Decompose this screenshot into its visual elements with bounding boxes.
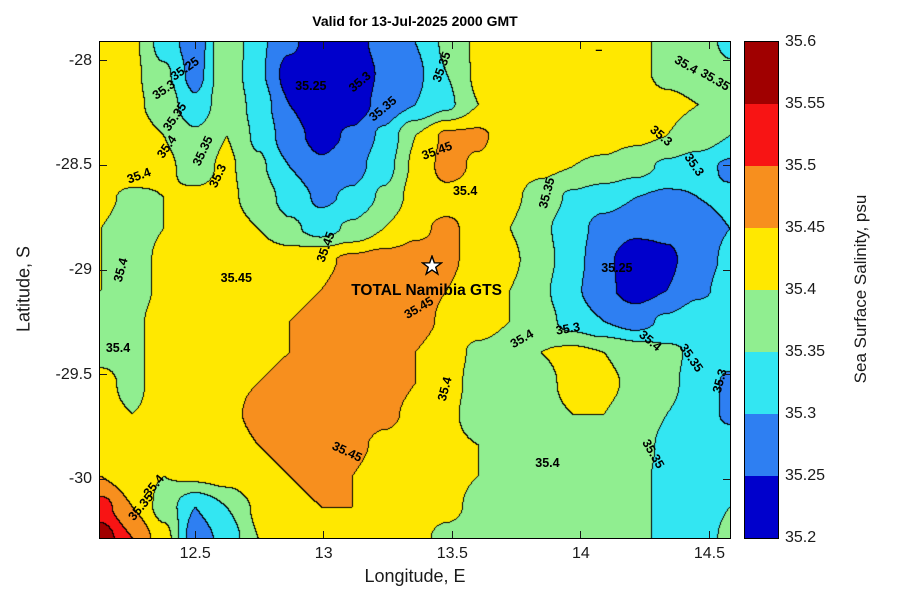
y-axis-label: Latitude, S [13, 245, 34, 333]
x-tick-label: 14.5 [693, 545, 725, 562]
colorbar-band [745, 290, 778, 352]
y-tick-mark [100, 164, 107, 166]
colorbar [744, 41, 779, 539]
y-tick-mark [100, 60, 107, 62]
contour-label: – [595, 43, 603, 58]
x-tick-mark [580, 42, 582, 49]
colorbar-band [745, 228, 778, 290]
colorbar-band [745, 414, 778, 476]
colorbar-tick-label: 35.3 [785, 405, 817, 422]
y-tick-mark [723, 374, 730, 376]
x-tick-mark [451, 42, 453, 49]
colorbar-tick-label: 35.4 [785, 281, 817, 298]
y-tick-mark [723, 478, 730, 480]
contour-canvas [100, 42, 730, 538]
x-tick-label: 14 [571, 545, 590, 562]
colorbar-band [745, 42, 778, 104]
x-tick-mark [451, 531, 453, 538]
x-tick-mark [323, 42, 325, 49]
contour-label: 35.45 [220, 271, 252, 286]
colorbar-tick-label: 35.35 [785, 343, 826, 360]
contour-label: 35.25 [295, 78, 327, 93]
y-tick-label: -28 [68, 51, 92, 69]
contour-label: 35.4 [452, 183, 478, 198]
colorbar-tick-label: 35.25 [785, 467, 826, 484]
x-tick-label: 13 [314, 545, 333, 562]
x-axis-label: Longitude, E [364, 566, 466, 586]
station-star-icon [420, 254, 443, 276]
y-tick-mark [723, 60, 730, 62]
colorbar-tick-label: 35.2 [785, 529, 817, 546]
x-tick-mark [708, 42, 710, 49]
x-tick-mark [708, 531, 710, 538]
colorbar-band [745, 352, 778, 414]
contour-label: 35.4 [535, 455, 560, 470]
y-tick-mark [100, 478, 107, 480]
y-tick-label: -30 [68, 470, 92, 488]
contour-label: 35.4 [105, 340, 131, 355]
y-tick-label: -29.5 [55, 365, 92, 383]
colorbar-label: Sea Surface Salinity, psu [851, 194, 870, 384]
x-tick-mark [194, 531, 196, 538]
x-tick-label: 13.5 [436, 545, 468, 562]
colorbar-tick-label: 35.45 [785, 219, 826, 236]
colorbar-band [745, 476, 778, 538]
contour-label: 35.25 [601, 260, 633, 275]
colorbar-tick-label: 35.55 [785, 95, 826, 112]
y-tick-mark [723, 269, 730, 271]
y-tick-label: -28.5 [55, 156, 92, 174]
colorbar-tick-label: 35.5 [785, 157, 817, 174]
colorbar-band [745, 166, 778, 228]
colorbar-band [745, 104, 778, 166]
y-tick-mark [100, 374, 107, 376]
contour-plot: 35.25 35.3 35.35 35.4 35.4 35.35 35.3 35.25 35.3… [99, 41, 731, 539]
station-label: TOTAL Namibia GTS [351, 282, 502, 300]
x-tick-mark [580, 531, 582, 538]
y-tick-mark [723, 164, 730, 166]
colorbar-tick-label: 35.6 [785, 33, 817, 50]
x-tick-label: 12.5 [179, 545, 211, 562]
plot-title: Valid for 13-Jul-2025 2000 GMT [312, 13, 518, 29]
y-tick-label: -29 [68, 261, 92, 279]
x-tick-mark [323, 531, 325, 538]
x-tick-mark [194, 42, 196, 49]
y-tick-mark [100, 269, 107, 271]
